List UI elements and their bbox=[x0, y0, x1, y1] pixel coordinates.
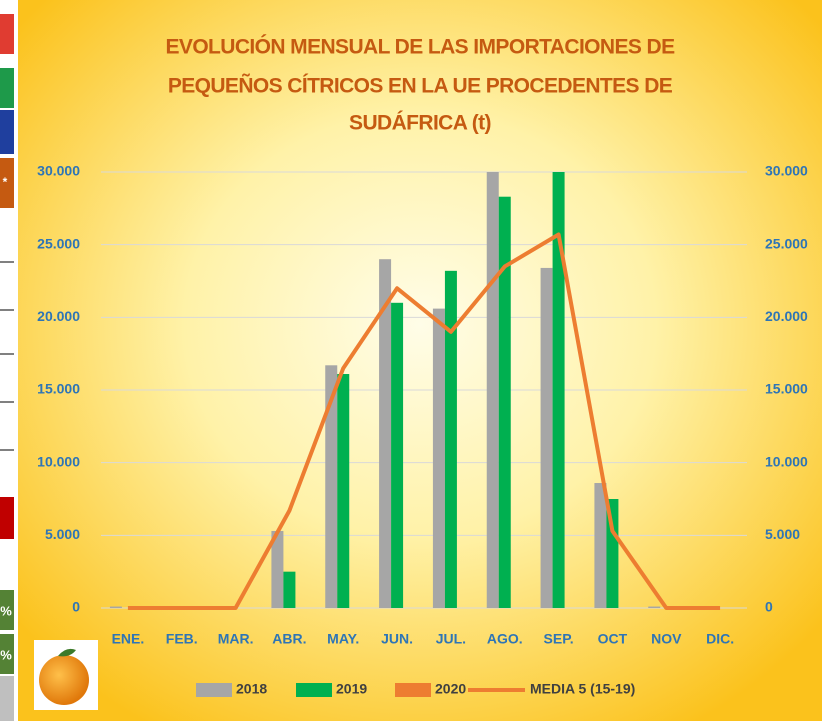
bar bbox=[432, 308, 445, 608]
x-tick-label: ABR. bbox=[272, 631, 306, 647]
y2-tick-label: 20.000 bbox=[765, 308, 808, 324]
legend-label: 2018 bbox=[236, 681, 267, 697]
orange-icon bbox=[34, 640, 98, 710]
legend-label: 2019 bbox=[336, 681, 367, 697]
y2-tick-label: 30.000 bbox=[765, 163, 808, 179]
bar bbox=[283, 571, 296, 608]
x-tick-label: JUN. bbox=[381, 631, 413, 647]
x-tick-label: MAY. bbox=[327, 631, 359, 647]
x-tick-label: SEP. bbox=[544, 631, 574, 647]
side-mark: % bbox=[0, 647, 12, 662]
legend-label: MEDIA 5 (15-19) bbox=[530, 681, 635, 697]
legend-swatch bbox=[196, 683, 232, 697]
side-mark: * bbox=[3, 175, 8, 189]
chart-title: EVOLUCIÓN MENSUAL DE LAS IMPORTACIONES D… bbox=[166, 35, 676, 59]
bar bbox=[486, 172, 499, 608]
bar bbox=[391, 302, 404, 608]
bar bbox=[540, 267, 553, 608]
bar bbox=[594, 483, 607, 608]
y2-tick-label: 0 bbox=[765, 599, 773, 615]
y-tick-label: 30.000 bbox=[37, 163, 80, 179]
bar bbox=[379, 259, 392, 608]
y-tick-label: 5.000 bbox=[45, 526, 80, 542]
y-tick-label: 10.000 bbox=[37, 453, 80, 469]
legend-swatch bbox=[395, 683, 431, 697]
bar bbox=[337, 374, 350, 608]
y-tick-label: 20.000 bbox=[37, 308, 80, 324]
x-tick-label: MAR. bbox=[218, 631, 254, 647]
side-mark: % bbox=[0, 603, 12, 618]
legend-label: 2020 bbox=[435, 681, 466, 697]
y-tick-label: 15.000 bbox=[37, 381, 80, 397]
chart-title: PEQUEÑOS CÍTRICOS EN LA UE PROCEDENTES D… bbox=[168, 75, 673, 98]
y2-tick-label: 15.000 bbox=[765, 381, 808, 397]
y-tick-label: 25.000 bbox=[37, 235, 80, 251]
y2-tick-label: 10.000 bbox=[765, 453, 808, 469]
chart-background bbox=[18, 0, 822, 721]
x-tick-label: ENE. bbox=[112, 631, 145, 647]
chart-title: SUDÁFRICA (t) bbox=[349, 112, 491, 135]
bar bbox=[606, 499, 619, 608]
bar bbox=[109, 606, 122, 608]
bar bbox=[498, 196, 511, 608]
y2-tick-label: 25.000 bbox=[765, 235, 808, 251]
x-tick-label: NOV bbox=[651, 631, 682, 647]
y-tick-label: 0 bbox=[72, 599, 80, 615]
bar bbox=[325, 365, 338, 608]
bar bbox=[444, 270, 457, 608]
bar bbox=[648, 606, 661, 608]
side-strip: * % % bbox=[0, 14, 14, 721]
x-tick-label: DIC. bbox=[706, 631, 734, 647]
y2-tick-label: 5.000 bbox=[765, 526, 800, 542]
bar bbox=[271, 530, 284, 608]
legend-swatch bbox=[296, 683, 332, 697]
line bbox=[127, 232, 721, 610]
x-tick-label: AGO. bbox=[487, 631, 523, 647]
bar bbox=[552, 172, 565, 608]
x-tick-label: OCT bbox=[598, 631, 628, 647]
x-tick-label: JUL. bbox=[436, 631, 466, 647]
x-tick-label: FEB. bbox=[166, 631, 198, 647]
